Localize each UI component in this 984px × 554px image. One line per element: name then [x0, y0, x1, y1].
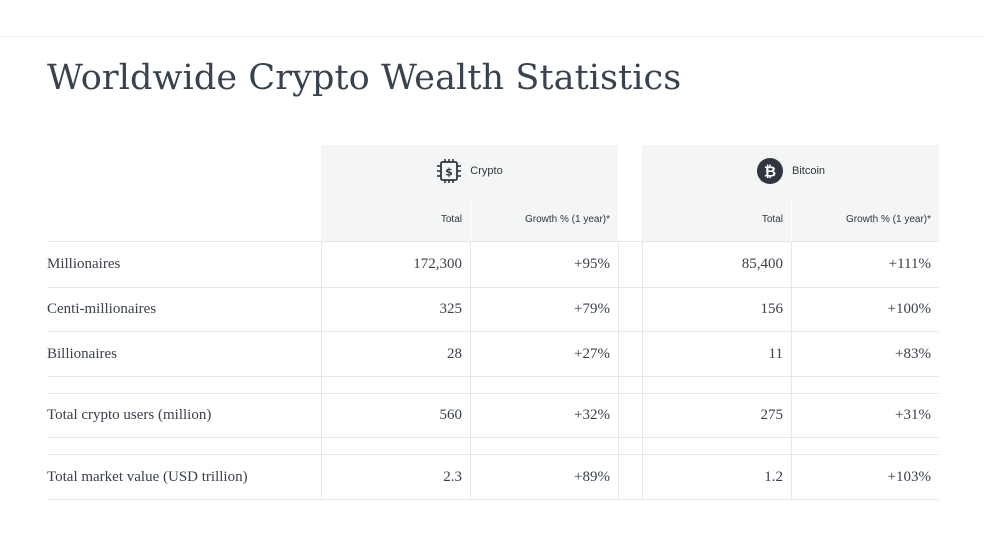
bitcoin-icon: ₿: [756, 157, 784, 185]
bitcoin-total-cell: 85,400: [741, 256, 783, 272]
column-divider: [791, 241, 792, 499]
subheader-divider: [791, 197, 792, 241]
crypto-chip-icon: $: [436, 159, 462, 183]
bitcoin-group-header: ₿ Bitcoin: [642, 145, 939, 197]
bitcoin-growth-cell: +31%: [895, 407, 931, 423]
crypto-growth-header: Growth % (1 year)*: [470, 197, 618, 241]
crypto-total-cell: 325: [439, 301, 463, 317]
svg-text:₿: ₿: [764, 163, 776, 181]
column-divider: [470, 241, 471, 499]
row-divider: [47, 499, 939, 500]
bitcoin-total-cell: 1.2: [764, 468, 783, 485]
row-divider: [47, 376, 939, 377]
column-divider: [321, 241, 322, 499]
bitcoin-growth-cell: +103%: [887, 468, 931, 485]
bitcoin-group-label: Bitcoin: [791, 165, 826, 177]
row-divider: [47, 287, 939, 288]
row-label: Centi-millionaires: [47, 301, 157, 317]
crypto-total-header: Total: [321, 197, 470, 241]
bitcoin-growth-cell: +111%: [888, 256, 931, 272]
subheader-divider: [470, 197, 471, 241]
row-divider: [47, 437, 939, 438]
bitcoin-total-cell: 275: [760, 407, 784, 423]
row-label: Total market value (USD trillion): [47, 468, 248, 485]
row-divider: [47, 393, 939, 394]
bitcoin-growth-cell: +100%: [887, 301, 931, 317]
crypto-total-cell: 172,300: [413, 256, 462, 272]
bitcoin-growth-header: Growth % (1 year)*: [791, 197, 939, 241]
row-divider: [47, 331, 939, 332]
row-divider: [47, 454, 939, 455]
crypto-growth-cell: +32%: [574, 407, 610, 423]
crypto-total-cell: 2.3: [443, 468, 462, 485]
crypto-growth-cell: +27%: [574, 345, 610, 362]
crypto-growth-cell: +95%: [574, 256, 610, 272]
row-label: Billionaires: [47, 345, 117, 362]
column-divider: [618, 241, 619, 499]
svg-text:$: $: [445, 166, 453, 179]
bitcoin-total-cell: 11: [768, 345, 783, 362]
crypto-growth-cell: +89%: [574, 468, 610, 485]
crypto-growth-cell: +79%: [574, 301, 610, 317]
bitcoin-total-cell: 156: [760, 301, 784, 317]
crypto-group-label: Crypto: [470, 165, 503, 177]
crypto-total-cell: 28: [447, 345, 462, 362]
bitcoin-growth-cell: +83%: [895, 345, 931, 362]
bitcoin-total-header: Total: [642, 197, 791, 241]
crypto-group-header: $ Crypto: [321, 145, 618, 197]
top-divider: [0, 36, 984, 37]
row-divider: [47, 241, 939, 242]
crypto-total-cell: 560: [439, 407, 463, 423]
column-divider: [642, 241, 643, 499]
page-title: Worldwide Crypto Wealth Statistics: [47, 58, 682, 98]
row-label: Total crypto users (million): [47, 407, 212, 423]
row-label: Millionaires: [47, 256, 121, 272]
